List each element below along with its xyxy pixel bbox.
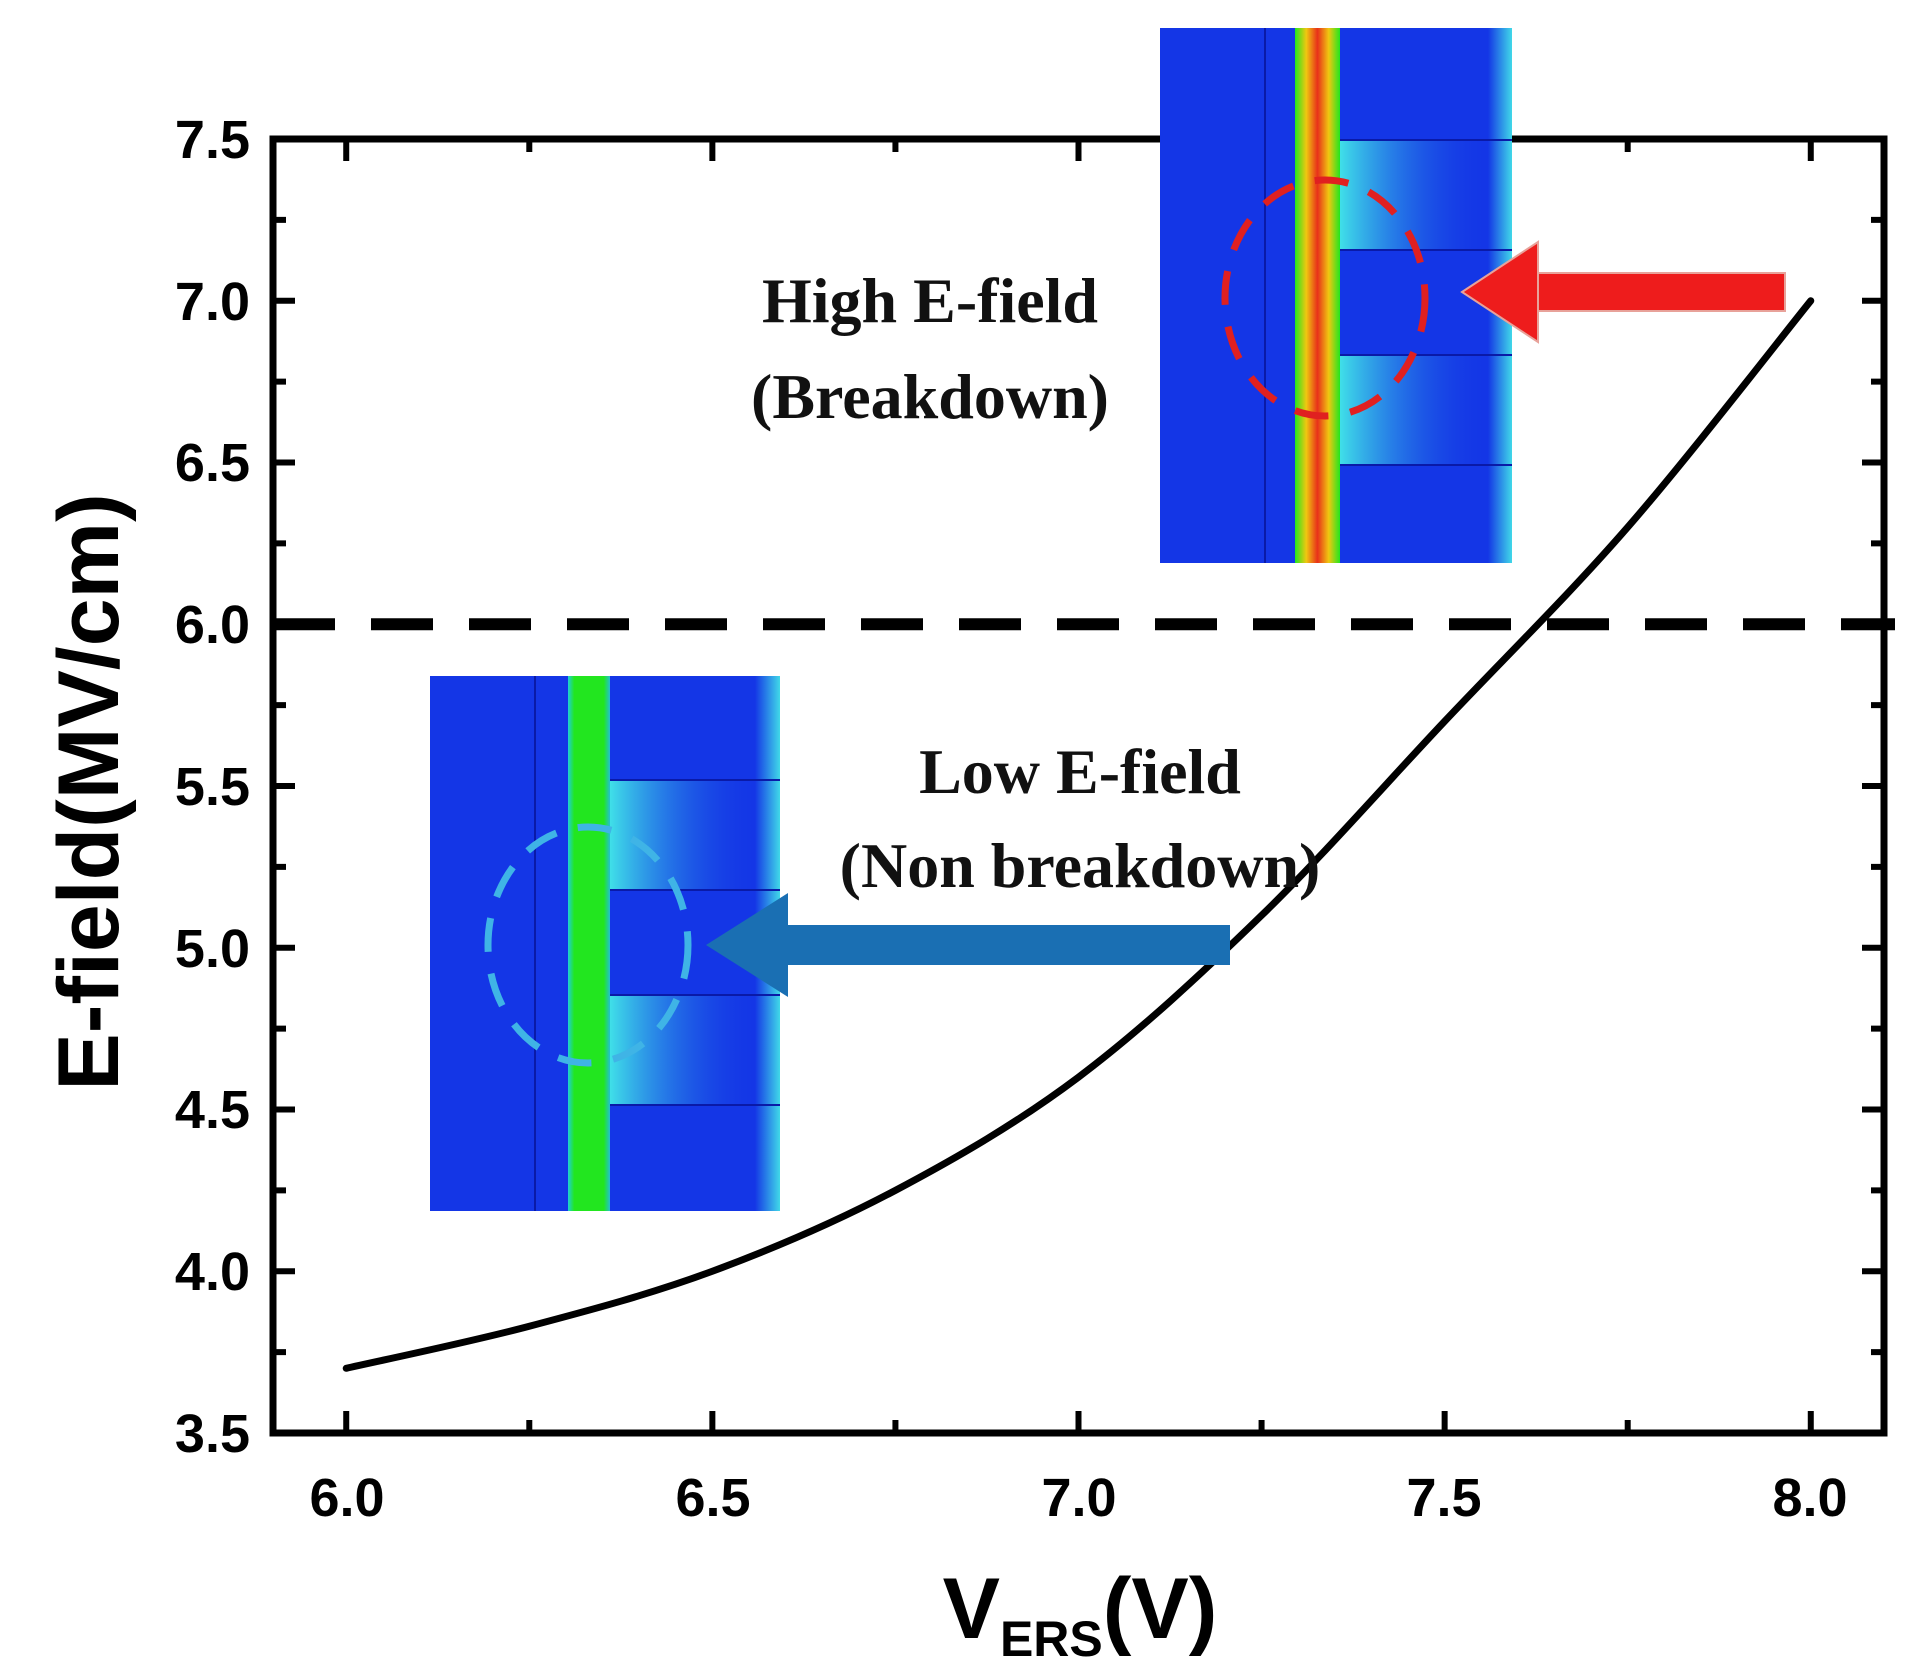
x-axis-label-main: V	[943, 1561, 1000, 1657]
y-tick-label: 5.5	[175, 757, 250, 817]
y-tick-label: 4.0	[175, 1242, 250, 1302]
y-axis-label: E-field(MV/cm)	[41, 493, 137, 1090]
x-axis-label-subscript: ERS	[1000, 1611, 1103, 1667]
y-tick-label: 7.0	[175, 272, 250, 332]
high-field-label-line2: (Breakdown)	[751, 361, 1109, 432]
high-field-label-line1: High E-field	[762, 265, 1098, 336]
x-tick-label: 6.5	[675, 1468, 750, 1528]
low-field-label-line1: Low E-field	[919, 736, 1241, 807]
data-series-line	[342, 297, 1815, 1372]
low-field-circle	[484, 823, 692, 1067]
high-field-circle	[1221, 176, 1429, 420]
y-tick-label: 3.5	[175, 1404, 250, 1464]
y-tick-label: 4.5	[175, 1080, 250, 1140]
x-axis-label-unit: (V)	[1103, 1561, 1218, 1657]
y-tick-label: 7.5	[175, 110, 250, 170]
x-tick-label: 7.0	[1041, 1468, 1116, 1528]
x-axis-label: VERS(V)	[943, 1561, 1218, 1667]
y-tick-labels: 3.5 4.0 4.5 5.0 5.5 6.0 6.5 7.0 7.5	[175, 110, 250, 1464]
y-tick-label: 6.5	[175, 433, 250, 493]
high-efield-inset	[1160, 28, 1512, 563]
x-tick-label: 8.0	[1772, 1468, 1847, 1528]
x-tick-label: 6.0	[309, 1468, 384, 1528]
y-tick-label: 5.0	[175, 919, 250, 979]
low-efield-inset	[430, 676, 780, 1211]
low-field-label-line2: (Non breakdown)	[840, 830, 1321, 901]
high-field-arrow	[1460, 240, 1786, 344]
y-tick-label: 6.0	[175, 595, 250, 655]
x-tick-labels: 6.0 6.5 7.0 7.5 8.0	[309, 1468, 1847, 1528]
low-field-arrow	[706, 893, 1230, 997]
x-tick-label: 7.5	[1406, 1468, 1481, 1528]
